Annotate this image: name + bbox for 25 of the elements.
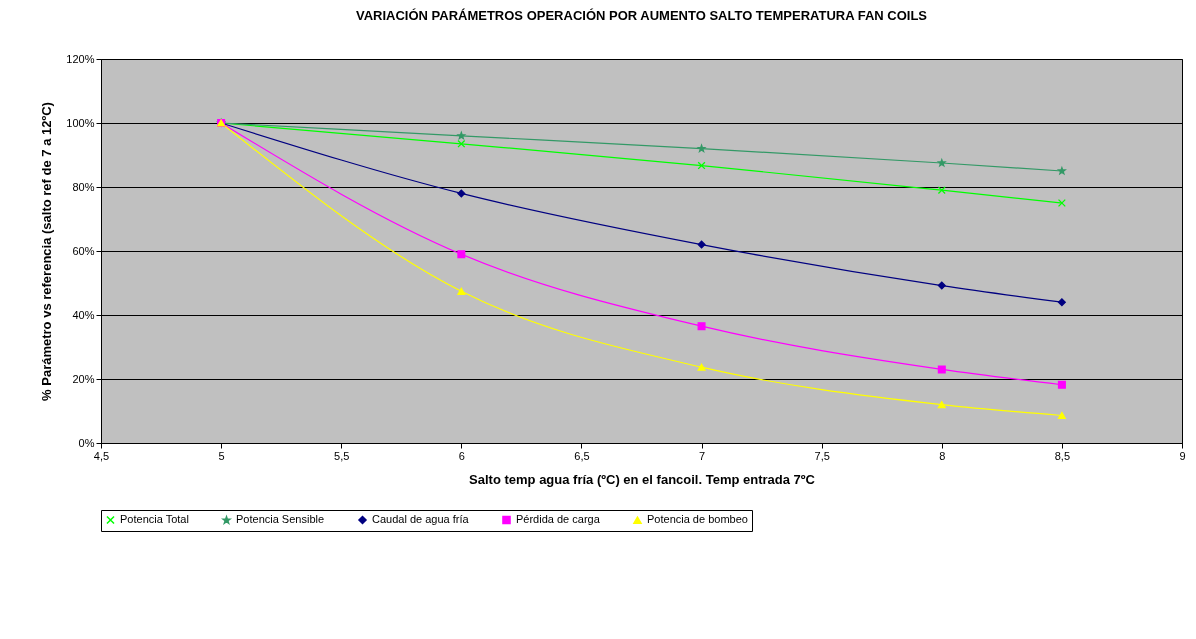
y-tick-label: 80%: [72, 180, 95, 193]
x-tick-label: 6: [458, 449, 465, 462]
y-tick-label: 40%: [72, 308, 95, 321]
x-tick-label: 4,5: [93, 449, 110, 462]
x-tick-label: 7,5: [814, 449, 830, 462]
y-tick-label: 100%: [66, 116, 95, 129]
legend-label: Potencia Total: [120, 512, 189, 525]
x-tick-label: 7: [698, 449, 706, 462]
y-tick-label: 20%: [72, 372, 95, 385]
legend-label: Potencia Sensible: [236, 513, 325, 526]
y-tick-label: 0%: [78, 436, 95, 449]
x-tick-label: 9: [1179, 449, 1186, 462]
y-tick-label: 60%: [72, 244, 95, 257]
y-axis-title: % Parámetro vs referencia (salto ref de 7 a 12ºC): [39, 102, 55, 401]
x-tick-label: 6,5: [574, 449, 590, 462]
legend-label: Caudal de agua fría: [372, 512, 470, 525]
x-axis-title: Salto temp agua fría (ºC) en el fancoil. Temp entrada 7ºC: [469, 471, 816, 487]
legend-label: Pérdida de carga: [516, 512, 601, 525]
chart-title: VARIACIÓN PARÁMETROS OPERACIÓN POR AUMENTO SALTO TEMPERATURA FAN COILS: [355, 8, 928, 23]
legend-label: Potencia de bombeo: [647, 513, 748, 526]
y-tick-label: 120%: [66, 52, 95, 65]
x-tick-label: 8: [939, 449, 946, 462]
x-tick-label: 8,5: [1054, 449, 1071, 462]
x-tick-label: 5: [218, 449, 225, 462]
x-tick-label: 5,5: [334, 449, 350, 462]
